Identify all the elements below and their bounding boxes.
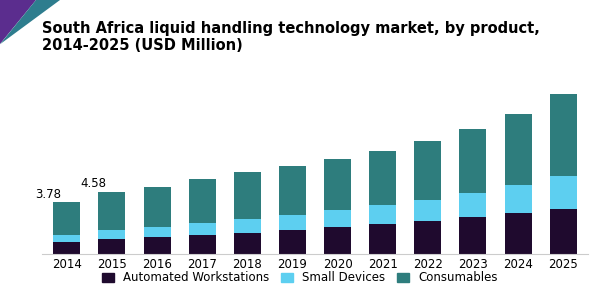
Bar [414, 199, 442, 221]
Bar [505, 114, 532, 185]
Bar [550, 94, 577, 176]
Bar [369, 205, 396, 224]
Bar [324, 210, 351, 227]
Bar [279, 230, 306, 254]
Bar [143, 187, 170, 227]
Bar [550, 209, 577, 254]
Bar [324, 227, 351, 254]
Bar [460, 217, 487, 254]
Bar [143, 237, 170, 254]
Bar [279, 165, 306, 215]
Bar [98, 230, 125, 239]
Bar [369, 224, 396, 254]
Bar [505, 185, 532, 213]
Text: 4.58: 4.58 [80, 177, 106, 190]
Bar [324, 159, 351, 210]
Bar [414, 221, 442, 254]
Bar [369, 151, 396, 205]
Bar [460, 193, 487, 217]
Bar [414, 141, 442, 199]
Text: 3.78: 3.78 [35, 188, 61, 201]
Bar [143, 227, 170, 237]
Bar [188, 224, 216, 235]
Bar [279, 215, 306, 230]
Bar [505, 213, 532, 254]
Polygon shape [0, 0, 60, 44]
Bar [98, 192, 125, 230]
Polygon shape [0, 0, 36, 44]
Bar [53, 235, 80, 242]
Bar [53, 242, 80, 254]
Bar [53, 202, 80, 235]
Bar [234, 233, 261, 254]
Bar [188, 179, 216, 224]
Bar [460, 129, 487, 193]
Bar [188, 235, 216, 254]
Bar [234, 172, 261, 219]
Legend: Automated Workstations, Small Devices, Consumables: Automated Workstations, Small Devices, C… [97, 267, 503, 289]
Bar [550, 176, 577, 209]
Bar [98, 239, 125, 254]
Text: South Africa liquid handling technology market, by product, 2014-2025 (USD Milli: South Africa liquid handling technology … [42, 21, 540, 53]
Bar [234, 219, 261, 233]
